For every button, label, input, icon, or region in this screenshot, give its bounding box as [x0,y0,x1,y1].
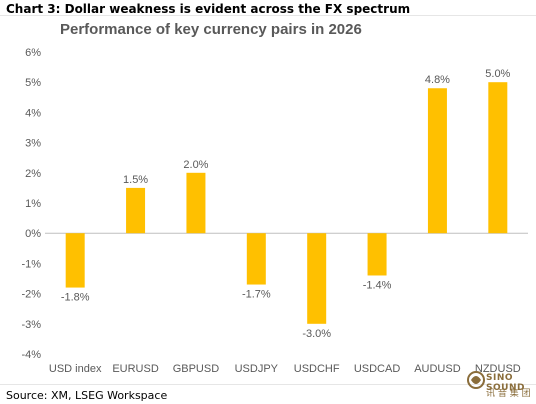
bar [427,88,447,234]
bar [307,233,327,324]
bar [65,233,85,288]
x-tick-label: USDCAD [354,363,401,375]
bar [367,233,387,276]
data-label: 4.8% [425,74,450,86]
data-label: -1.8% [61,292,90,304]
y-tick-label: -2% [21,289,41,301]
y-tick-label: -3% [21,319,41,331]
y-tick-label: 4% [25,107,41,119]
data-label: 1.5% [123,174,148,186]
bar [126,187,146,234]
x-tick-label: NZDUSD [475,363,521,375]
data-label: -1.7% [242,289,271,301]
bar [246,233,266,285]
watermark-name: SINO SOUND [486,373,525,393]
x-tick-label: USDJPY [235,363,279,375]
watermark-subtitle: 讯 音 集 团 [486,389,531,399]
x-tick-label: USDCHF [294,363,340,375]
bar [186,172,206,234]
x-tick-label: EURUSD [112,363,159,375]
y-tick-label: 1% [25,198,41,210]
data-label: 5.0% [485,68,510,80]
y-tick-label: 5% [25,77,41,89]
page-heading: Chart 3: Dollar weakness is evident acro… [6,2,411,16]
x-tick-label: GBPUSD [173,363,220,375]
y-tick-label: 2% [25,168,41,180]
y-tick-label: 6% [25,47,41,59]
bar [488,82,508,234]
y-tick-label: -4% [21,349,41,361]
chart-title: Performance of key currency pairs in 202… [60,21,362,38]
data-label: -3.0% [302,328,331,340]
x-tick-label: AUDUSD [414,363,461,375]
sino-sound-logo [467,371,485,389]
x-tick-label: USD index [49,363,102,375]
y-tick-label: 0% [25,228,41,240]
data-label: 2.0% [183,159,208,171]
y-tick-label: -1% [21,258,41,270]
source-note: Source: XM, LSEG Workspace [6,389,168,402]
y-tick-label: 3% [25,138,41,150]
data-label: -1.4% [363,279,392,291]
